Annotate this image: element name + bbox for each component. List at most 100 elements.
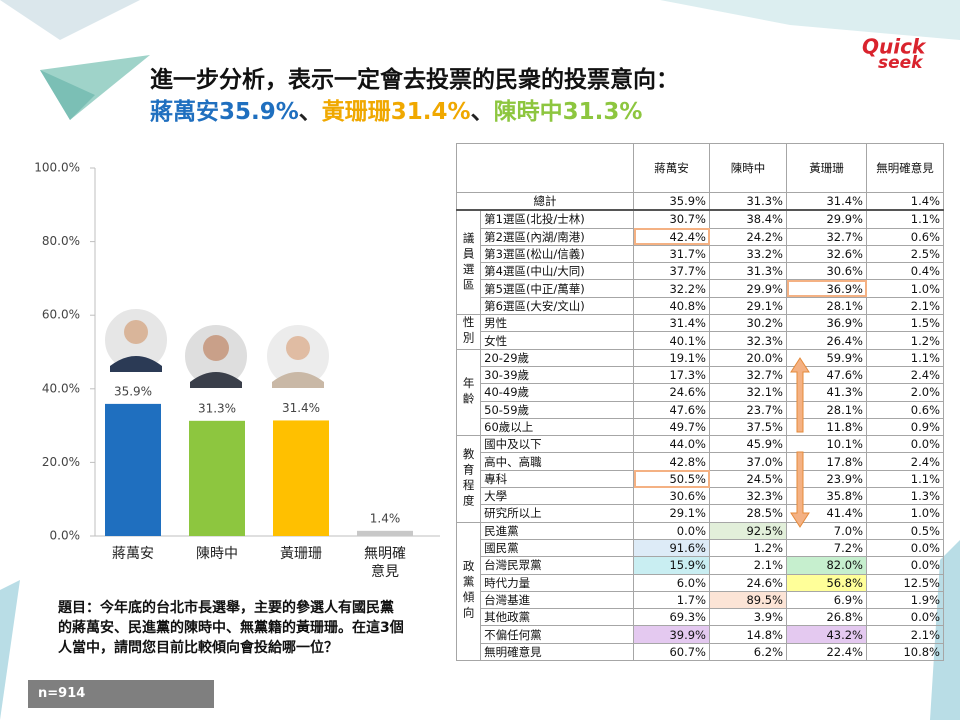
cell: 0.0%	[633, 521, 710, 540]
data-label: 31.3%	[198, 401, 236, 415]
cell: 2.1%	[866, 296, 944, 316]
cell: 33.2%	[709, 244, 787, 264]
cell: 0.0%	[866, 556, 944, 575]
row-label: 50-59歲	[480, 400, 634, 419]
row-label: 第5選區(中正/萬華)	[480, 279, 634, 298]
subtitle: 蔣萬安35.9%、黃珊珊31.4%、陳時中31.3%	[150, 92, 642, 126]
cell: 29.1%	[633, 504, 710, 523]
decor	[40, 70, 95, 120]
data-row: 政黨傾向 民進黨 0.0% 92.5% 7.0% 0.5%	[455, 521, 944, 662]
subtitle-part: 、	[298, 99, 322, 125]
data-row: 大學 30.6% 32.3% 35.8% 1.3%	[457, 487, 944, 506]
bar	[105, 403, 161, 536]
cell: 0.6%	[866, 400, 944, 419]
row-label: 第2選區(內湖/南港)	[480, 227, 634, 246]
row-label: 第3選區(松山/信義)	[480, 244, 634, 264]
photo	[286, 336, 310, 360]
cell: 23.7%	[709, 400, 787, 419]
photos	[103, 307, 331, 389]
cell: 69.3%	[633, 608, 710, 627]
x-tick-label: 無明確 意見	[364, 546, 406, 580]
row-label: 20-29歲	[480, 348, 634, 367]
cell: 10.1%	[786, 435, 867, 454]
data-row: 第2選區(內湖/南港) 42.4% 24.2% 32.7% 0.6%	[457, 227, 944, 246]
data-row: 台灣基進 1.7% 89.5% 6.9% 1.9%	[457, 590, 944, 610]
cell: 42.4%	[633, 227, 710, 246]
cell: 43.2%	[786, 625, 867, 644]
row-label: 其他政黨	[480, 608, 634, 627]
cell: 28.5%	[709, 504, 787, 523]
cell: 29.1%	[709, 296, 787, 316]
logo: seek	[878, 53, 924, 73]
cell: 19.1%	[633, 348, 710, 367]
column-header: 黃珊珊	[786, 143, 867, 193]
cell: 37.5%	[709, 417, 787, 437]
column-header: 陳時中	[709, 143, 787, 193]
group-label: 政黨傾向	[455, 521, 482, 662]
cell: 17.3%	[633, 365, 710, 385]
cell: 1.2%	[709, 538, 787, 558]
row-label: 台灣基進	[480, 590, 634, 610]
cell: 14.8%	[709, 625, 787, 644]
group-label: 教育程度	[455, 435, 482, 523]
cell: 17.8%	[786, 452, 867, 471]
y-tick-label: 60.0%	[42, 308, 80, 322]
header-cell	[456, 143, 634, 193]
cell: 30.7%	[633, 209, 710, 229]
row-label: 男性	[480, 314, 634, 333]
y-tick-label: 80.0%	[42, 234, 80, 248]
cell: 40.8%	[633, 296, 710, 316]
sample-size: n=914	[28, 680, 214, 708]
row-label: 30-39歲	[480, 365, 634, 385]
x-tick-label: 蔣萬安	[112, 546, 154, 562]
data-row: 60歲以上 49.7% 37.5% 11.8% 0.9%	[457, 417, 944, 437]
cell: 28.1%	[786, 296, 867, 316]
row-label: 第1選區(北投/士林)	[480, 209, 634, 229]
data-row: 40-49歲 24.6% 32.1% 41.3% 2.0%	[457, 383, 944, 402]
cell: 1.1%	[866, 209, 944, 229]
cell: 24.6%	[633, 383, 710, 402]
data-row: 議員選區 第1選區(北投/士林) 30.7% 38.4% 29.9% 1.1%	[455, 209, 944, 316]
row-label: 大學	[480, 487, 634, 506]
bar	[357, 530, 413, 536]
cell: 24.5%	[709, 469, 787, 489]
data-row: 無明確意見 60.7% 6.2% 22.4% 10.8%	[457, 642, 944, 662]
cell: 1.9%	[866, 590, 944, 610]
cell: 47.6%	[633, 400, 710, 419]
row-label: 女性	[480, 331, 634, 350]
cell: 32.7%	[709, 365, 787, 385]
cell: 31.4%	[633, 314, 710, 333]
cell: 91.6%	[633, 538, 710, 558]
group-label: 議員選區	[455, 209, 482, 316]
cell: 49.7%	[633, 417, 710, 437]
y-tick-label: 0.0%	[50, 529, 81, 543]
cell: 1.3%	[866, 487, 944, 506]
row-label: 國民黨	[480, 538, 634, 558]
data-row: 專科 50.5% 24.5% 23.9% 1.1%	[457, 469, 944, 489]
cell: 36.9%	[786, 314, 867, 333]
cell: 7.2%	[786, 538, 867, 558]
cell: 0.9%	[866, 417, 944, 437]
cell: 32.3%	[709, 331, 787, 350]
cell: 10.8%	[866, 642, 944, 662]
logo: Quick	[862, 35, 927, 59]
cell: 50.5%	[633, 469, 710, 489]
cell: 1.1%	[866, 348, 944, 367]
cell: 89.5%	[709, 590, 787, 610]
cell: 6.0%	[633, 573, 710, 592]
subtitle-part: 蔣萬安35.9%	[150, 99, 299, 125]
cell: 42.8%	[633, 452, 710, 471]
data-row: 第4選區(中山/大同) 37.7% 31.3% 30.6% 0.4%	[457, 262, 944, 281]
cell: 35.8%	[786, 487, 867, 506]
cell: 32.1%	[709, 383, 787, 402]
cell: 41.4%	[786, 504, 867, 523]
data-row: 30-39歲 17.3% 32.7% 47.6% 2.4%	[457, 365, 944, 385]
cell: 1.7%	[633, 590, 710, 610]
photo	[110, 356, 162, 372]
cell: 29.9%	[786, 209, 867, 229]
data-row: 不偏任何黨 39.9% 14.8% 43.2% 2.1%	[457, 625, 944, 644]
cell: 59.9%	[786, 348, 867, 367]
cell: 1.2%	[866, 331, 944, 350]
data-row: 台灣民眾黨 15.9% 2.1% 82.0% 0.0%	[457, 556, 944, 575]
